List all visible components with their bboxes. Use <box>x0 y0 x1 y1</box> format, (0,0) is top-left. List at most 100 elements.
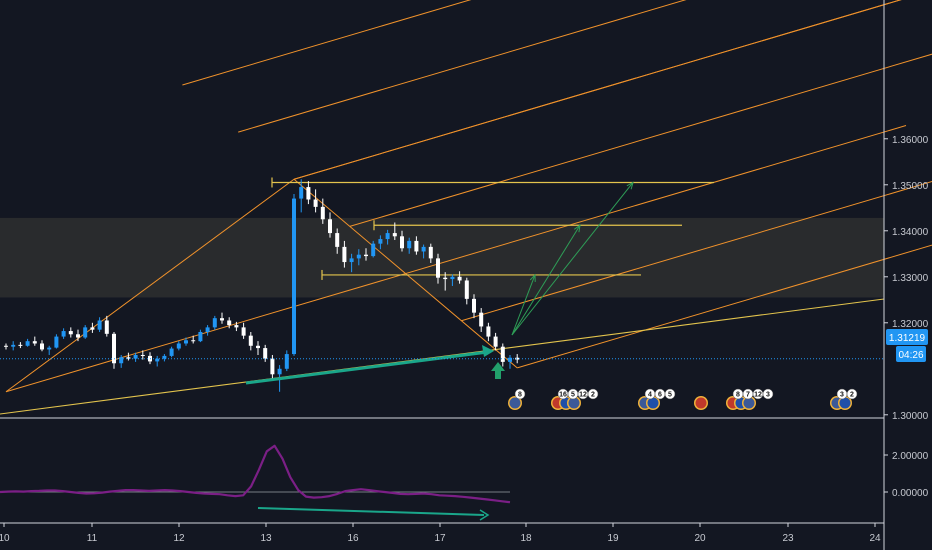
pitchfork-lower-handle <box>5 178 295 393</box>
countdown-tag-bg <box>896 346 926 362</box>
teal-arrowhead <box>482 345 494 357</box>
candle-body <box>76 334 80 338</box>
candle-body <box>400 236 404 249</box>
time-tick-label: 16 <box>347 533 359 544</box>
candle-body <box>18 344 23 346</box>
economic-events[interactable]: 8 16 5 12 2 4 6 5 8 7 12 3 3 2 <box>508 388 858 410</box>
candle-body <box>428 246 433 259</box>
indicator-tick-label: 0.00000 <box>892 488 929 499</box>
candle-body <box>263 348 268 359</box>
candle-body <box>25 341 30 346</box>
price-tick-label: 1.33000 <box>892 273 929 284</box>
time-tick-label: 13 <box>260 533 272 544</box>
candle-body <box>407 240 412 249</box>
time-tick-label: 24 <box>869 533 881 544</box>
candle-body <box>450 276 455 280</box>
highlight-arrows <box>245 345 505 385</box>
candle-body <box>320 206 325 220</box>
event-count-bubble <box>846 388 858 400</box>
candle-body <box>436 258 440 278</box>
candle-body <box>97 320 102 330</box>
candle-body <box>414 240 419 252</box>
candle-body <box>119 357 124 364</box>
candle-body <box>205 327 210 332</box>
time-tick-label: 17 <box>434 533 446 544</box>
pitchfork-upper-tine <box>293 0 902 180</box>
event-count-label: 8 <box>518 392 522 399</box>
divergence-line <box>257 507 485 516</box>
event-count-label: 12 <box>754 392 762 399</box>
event-count-label: 12 <box>579 392 587 399</box>
candle-body <box>313 199 318 207</box>
candle-body <box>11 344 16 347</box>
event-count-label: 4 <box>648 392 652 399</box>
candle-body <box>47 347 52 350</box>
current-price-tag: 1.31219 04:26 <box>886 329 928 362</box>
candle-body <box>241 327 246 336</box>
candle-body <box>457 276 462 281</box>
time-tick-label: 12 <box>173 533 185 544</box>
price-tick-label: 1.35000 <box>892 181 929 192</box>
time-tick-label: 18 <box>520 533 532 544</box>
projection-arrowhead <box>626 181 634 190</box>
divergence-arrowhead <box>479 509 490 521</box>
candle-body <box>212 318 217 328</box>
candle-body <box>4 345 8 347</box>
candle-body <box>443 277 448 280</box>
price-tag-bg <box>886 329 928 345</box>
event-count-label: 3 <box>766 392 770 399</box>
candle-body <box>500 346 505 362</box>
candle-body <box>184 340 188 344</box>
candle-body <box>270 358 275 375</box>
current-price-label: 1.31219 <box>889 333 926 344</box>
candle-body <box>515 357 520 360</box>
pitchfork-tine <box>517 244 932 369</box>
candle-body <box>277 368 282 375</box>
candle-body <box>83 327 88 338</box>
pitchfork-tine <box>238 0 687 133</box>
candle-body <box>112 333 116 364</box>
resistance-zone <box>0 217 884 298</box>
indicator-axis[interactable]: 2.00000 0.00000 <box>884 451 929 499</box>
price-axis[interactable]: 1.36000 1.35000 1.34000 1.33000 1.32000 1.300… <box>884 135 929 422</box>
event-count-label: 8 <box>736 392 740 399</box>
time-tick-label: 10 <box>0 533 10 544</box>
event-count-bubble <box>514 388 526 400</box>
candle-body <box>392 233 397 237</box>
projection-arrow <box>511 182 634 336</box>
countdown-label: 04:26 <box>898 350 923 361</box>
candle-body <box>220 318 224 321</box>
horizontal-levels[interactable] <box>271 177 714 280</box>
candle-body <box>227 320 232 326</box>
event-count-label: 3 <box>840 392 844 399</box>
time-axis[interactable]: 10 11 12 13 16 17 18 19 20 23 24 <box>0 523 881 544</box>
time-tick-label: 19 <box>607 533 619 544</box>
candle-body <box>32 341 37 344</box>
candle-body <box>299 187 304 199</box>
price-tick-label: 1.30000 <box>892 411 929 422</box>
candle-body <box>155 358 160 362</box>
event-count-label: 5 <box>668 392 672 399</box>
candle-body <box>335 233 340 247</box>
candle-body <box>176 343 181 349</box>
candle-body <box>162 355 167 359</box>
candle-body <box>248 335 253 346</box>
candle-body <box>472 298 476 313</box>
pitchfork-median-line <box>5 125 907 393</box>
projection-arrow <box>511 224 581 336</box>
candle-body <box>68 331 73 335</box>
projection-arrow <box>511 274 536 336</box>
candle-body <box>421 246 426 252</box>
projection-arrowhead <box>573 224 581 233</box>
event-count-bubble <box>664 388 676 400</box>
candle-body <box>61 331 66 337</box>
candle-body <box>493 336 498 347</box>
event-count-label: 5 <box>571 392 575 399</box>
candle-body <box>306 187 311 200</box>
candle-body <box>40 343 44 350</box>
event-count-label: 16 <box>559 392 567 399</box>
candle-body <box>90 327 95 330</box>
event-count-label: 6 <box>658 392 662 399</box>
time-tick-label: 23 <box>782 533 794 544</box>
